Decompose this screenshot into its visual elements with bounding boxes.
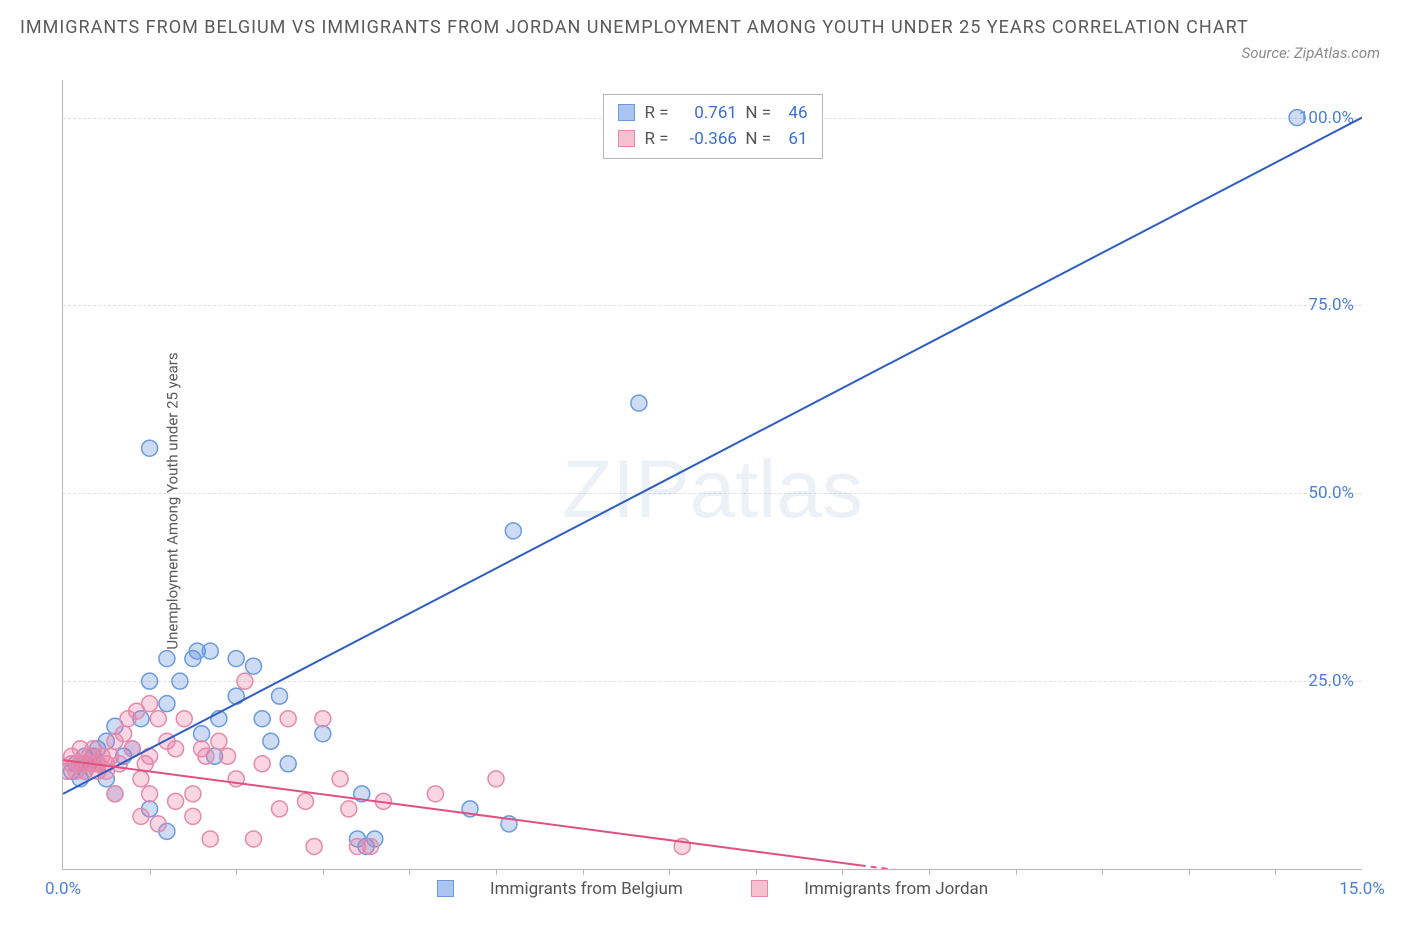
data-point <box>198 748 214 764</box>
data-point <box>142 440 158 456</box>
source-attribution: Source: ZipAtlas.com <box>1242 44 1380 62</box>
data-point <box>272 688 288 704</box>
legend-swatch-belgium <box>617 104 634 121</box>
data-point <box>142 786 158 802</box>
n-value-belgium: 46 <box>780 101 808 127</box>
data-point <box>362 838 378 854</box>
data-point <box>254 711 270 727</box>
data-point <box>280 756 296 772</box>
data-point <box>116 726 132 742</box>
data-point <box>194 726 210 742</box>
plot-area: R = 0.761 N = 46 R = -0.366 N = 61 ZIPat… <box>62 80 1362 870</box>
data-point <box>142 696 158 712</box>
data-point <box>133 808 149 824</box>
data-point <box>202 643 218 659</box>
data-point <box>150 816 166 832</box>
chart-container: Unemployment Among Youth under 25 years … <box>0 72 1406 930</box>
data-point <box>237 673 253 689</box>
data-point <box>211 733 227 749</box>
legend-swatch-belgium-bottom <box>437 880 454 897</box>
data-point <box>341 801 357 817</box>
data-point <box>297 793 313 809</box>
legend-label-jordan: Immigrants from Jordan <box>804 879 988 899</box>
data-point <box>315 711 331 727</box>
data-point <box>172 673 188 689</box>
data-point <box>631 395 647 411</box>
data-point <box>142 673 158 689</box>
data-point <box>202 831 218 847</box>
data-point <box>228 651 244 667</box>
data-point <box>246 831 262 847</box>
legend-row-belgium: R = 0.761 N = 46 <box>617 101 807 127</box>
r-value-belgium: 0.761 <box>677 101 737 127</box>
data-point <box>1289 110 1305 126</box>
legend-swatch-jordan-bottom <box>751 880 768 897</box>
data-point <box>332 771 348 787</box>
data-point <box>220 748 236 764</box>
data-point <box>107 786 123 802</box>
data-point <box>133 771 149 787</box>
data-point <box>185 808 201 824</box>
data-point <box>185 786 201 802</box>
legend-item-jordan: Immigrants from Jordan <box>735 879 1004 899</box>
x-tick-label: 0.0% <box>45 879 81 899</box>
data-point <box>254 756 270 772</box>
legend-swatch-jordan <box>617 130 634 147</box>
data-point <box>488 771 504 787</box>
data-point <box>427 786 443 802</box>
data-point <box>150 711 166 727</box>
data-point <box>246 658 262 674</box>
scatter-svg <box>63 80 1362 869</box>
data-point <box>315 726 331 742</box>
correlation-legend: R = 0.761 N = 46 R = -0.366 N = 61 <box>602 94 822 159</box>
legend-label-belgium: Immigrants from Belgium <box>490 879 683 899</box>
series-legend: Immigrants from Belgium Immigrants from … <box>63 879 1362 899</box>
data-point <box>168 793 184 809</box>
x-tick-label: 15.0% <box>1339 879 1385 899</box>
data-point <box>280 711 296 727</box>
data-point <box>263 733 279 749</box>
r-value-jordan: -0.366 <box>677 127 737 153</box>
legend-row-jordan: R = -0.366 N = 61 <box>617 127 807 153</box>
data-point <box>176 711 192 727</box>
legend-item-belgium: Immigrants from Belgium <box>421 879 703 899</box>
chart-title: IMMIGRANTS FROM BELGIUM VS IMMIGRANTS FR… <box>0 0 1406 41</box>
data-point <box>505 523 521 539</box>
data-point <box>159 696 175 712</box>
data-point <box>168 741 184 757</box>
n-value-jordan: 61 <box>780 127 808 153</box>
data-point <box>272 801 288 817</box>
data-point <box>306 838 322 854</box>
data-point <box>159 651 175 667</box>
